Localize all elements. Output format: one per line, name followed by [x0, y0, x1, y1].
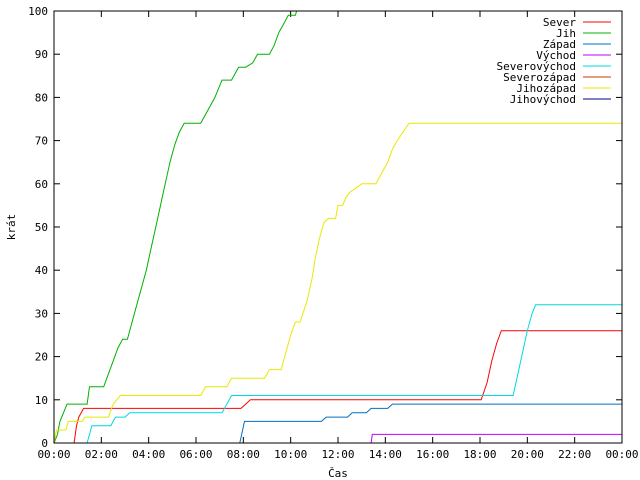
x-tick-label: 00:00: [37, 448, 70, 461]
series-line-5: [86, 304, 622, 444]
y-tick-label: 50: [35, 221, 48, 234]
x-tick-label: 04:00: [132, 448, 165, 461]
y-tick-label: 20: [35, 351, 48, 364]
y-axis-ticks: 0 10 20 30 40 50 60 70 80 90 100: [28, 5, 622, 450]
x-tick-label: 12:00: [321, 448, 354, 461]
x-axis-ticks: 00:00 02:00 04:00 06:00 08:00 10:00 12:00 14:00…: [37, 11, 639, 461]
plot-frame: [53, 10, 623, 444]
y-tick-label: 80: [35, 91, 48, 104]
legend-label: Jih: [556, 27, 576, 40]
y-tick-label: 90: [35, 48, 48, 61]
x-tick-label: 20:00: [511, 448, 544, 461]
x-tick-label: 22:00: [558, 448, 591, 461]
x-tick-label: 16:00: [416, 448, 449, 461]
legend-label: Jihozápad: [516, 82, 576, 95]
legend-label: Severozápad: [503, 71, 576, 84]
x-tick-label: 06:00: [179, 448, 212, 461]
x-tick-label: 14:00: [369, 448, 402, 461]
x-tick-label: 00:00: [605, 448, 638, 461]
y-tick-label: 60: [35, 178, 48, 191]
legend: SeverJihZápadVýchodSeverovýchodSeverozáp…: [497, 16, 611, 106]
series-line-1: [73, 330, 622, 444]
x-tick-label: 08:00: [227, 448, 260, 461]
legend-label: Sever: [543, 16, 576, 29]
legend-label: Východ: [536, 49, 576, 62]
legend-label: Severovýchod: [497, 60, 576, 73]
x-tick-label: 18:00: [463, 448, 496, 461]
series-line-7: [53, 122, 622, 444]
legend-label: Západ: [543, 38, 576, 51]
y-tick-label: 40: [35, 264, 48, 277]
series-lines: [53, 10, 622, 444]
x-axis-label: Čas: [328, 467, 348, 480]
series-line-3: [239, 403, 622, 444]
y-tick-label: 30: [35, 307, 48, 320]
series-line-2: [53, 10, 298, 444]
y-axis-label: krát: [5, 214, 18, 241]
x-tick-label: 02:00: [85, 448, 118, 461]
y-tick-label: 0: [41, 437, 48, 450]
y-tick-label: 100: [28, 5, 48, 18]
series-line-4: [370, 433, 622, 444]
legend-label: Jihovýchod: [510, 93, 576, 106]
x-tick-label: 10:00: [274, 448, 307, 461]
y-tick-label: 70: [35, 135, 48, 148]
y-tick-label: 10: [35, 394, 48, 407]
